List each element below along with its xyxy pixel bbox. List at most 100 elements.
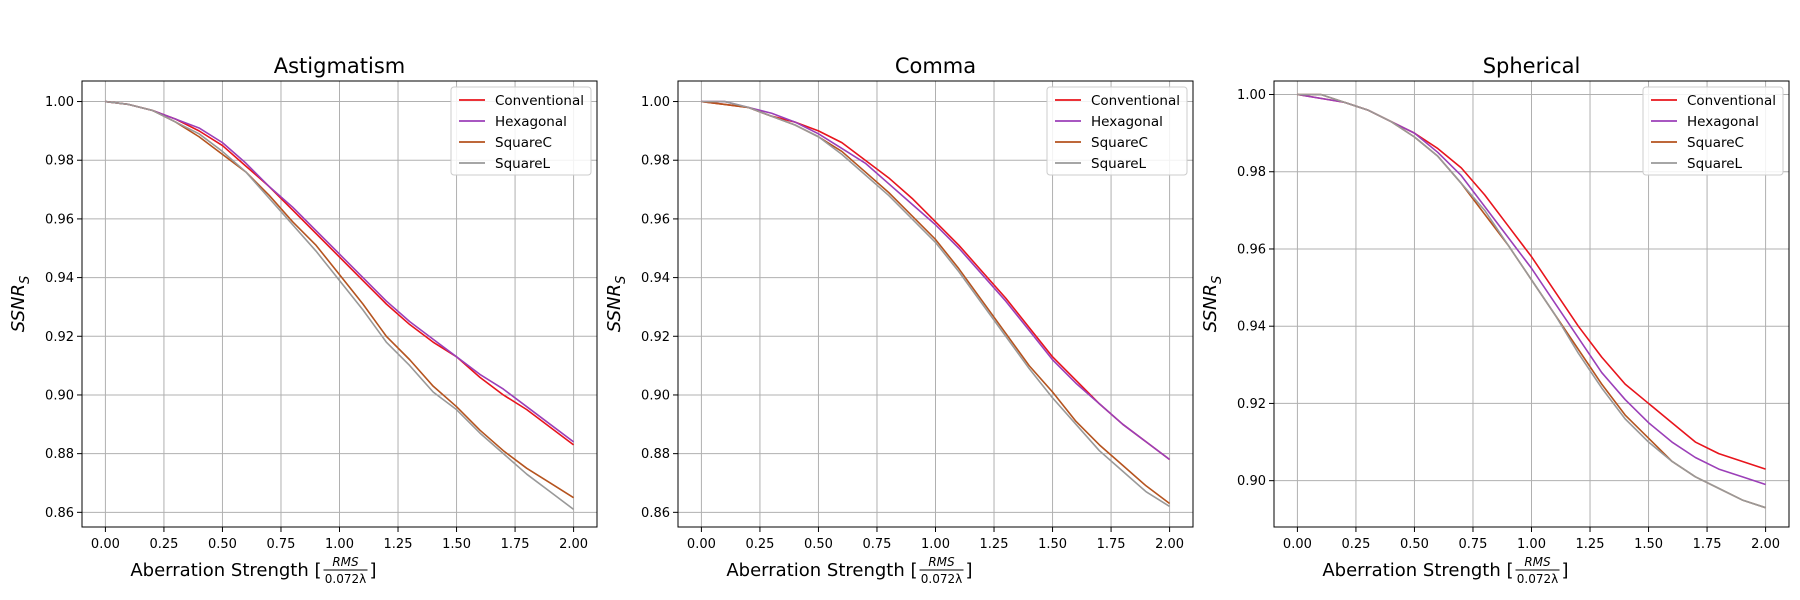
x-axis-label: Aberration Strength [RMS 0.072λ] xyxy=(1322,555,1568,586)
series-line-hexagonal xyxy=(701,100,1171,461)
y-tick-label: 0.92 xyxy=(45,330,74,345)
legend-label-squarec: SquareC xyxy=(1687,135,1744,151)
x-tick-label: 2.00 xyxy=(1751,537,1780,552)
x-tick-label: 0.75 xyxy=(863,537,892,552)
series-group xyxy=(701,100,1171,508)
series-line-squarel xyxy=(105,100,575,511)
x-tick-label: 0.25 xyxy=(1341,537,1370,552)
y-tick-label: 0.86 xyxy=(45,506,74,521)
y-axis-label-main: SSNR xyxy=(1200,284,1221,332)
y-axis-label-subscript: S xyxy=(18,276,33,284)
x-tick-label: 1.75 xyxy=(1693,537,1722,552)
y-axis-label: SSNRS xyxy=(8,276,33,332)
x-axis-label-frac-numerator: RMS xyxy=(332,555,359,569)
x-axis-label-bracket: ] xyxy=(1562,560,1569,581)
legend-label-squarel: SquareL xyxy=(1687,156,1743,172)
y-tick-label: 0.94 xyxy=(641,271,670,286)
x-axis-label-frac-numerator: RMS xyxy=(928,555,955,569)
axes-frame xyxy=(677,80,1194,528)
y-tick-label: 0.92 xyxy=(1237,397,1266,412)
y-tick-label: 1.00 xyxy=(45,95,74,110)
y-tick-label: 0.86 xyxy=(641,506,670,521)
legend-label-conventional: Conventional xyxy=(1091,93,1180,109)
series-line-conventional xyxy=(105,100,575,446)
x-tick-label: 0.50 xyxy=(208,537,237,552)
legend-box xyxy=(450,86,592,176)
x-axis-label-frac-numerator: RMS xyxy=(1524,555,1551,569)
legend-label-squarel: SquareL xyxy=(495,156,551,172)
legend-label-hexagonal: Hexagonal xyxy=(495,114,567,130)
series-group xyxy=(1297,93,1766,509)
legend: Conventional Hexagonal SquareC SquareL xyxy=(450,86,592,176)
legend-box xyxy=(1642,86,1784,176)
subplot-title: Spherical xyxy=(1483,54,1581,78)
series-line-squarec xyxy=(105,100,575,499)
x-tick-label: 1.50 xyxy=(1038,537,1067,552)
x-tick-label: 0.25 xyxy=(745,537,774,552)
y-tick-label: 0.98 xyxy=(45,154,74,169)
x-axis-label-text: Aberration Strength [ xyxy=(130,560,321,581)
legend-label-conventional: Conventional xyxy=(1687,93,1776,109)
x-tick-label: 1.25 xyxy=(1576,537,1605,552)
x-tick-label: 1.25 xyxy=(384,537,413,552)
legend-label-squarec: SquareC xyxy=(1091,135,1148,151)
subplot-spherical: 0.00 0.25 0.50 0.75 1.00 1.25 1.50 1.75 2.00 0.90… xyxy=(1237,54,1790,586)
y-tick-label: 0.90 xyxy=(641,388,670,403)
y-tick-label: 1.00 xyxy=(641,95,670,110)
y-tick-label: 0.90 xyxy=(1237,474,1266,489)
y-tick-label: 0.94 xyxy=(45,271,74,286)
y-axis-label-subscript: S xyxy=(614,276,629,284)
legend-box xyxy=(1046,86,1188,176)
x-tick-label: 2.00 xyxy=(1155,537,1184,552)
y-axis-label: SSNRS xyxy=(1200,276,1225,332)
x-tick-label: 1.50 xyxy=(1634,537,1663,552)
x-tick-label: 2.00 xyxy=(559,537,588,552)
x-axis-label: Aberration Strength [ RMS 0.072λ] xyxy=(726,555,972,586)
y-tick-label: 0.92 xyxy=(641,330,670,345)
x-axis-label-bracket: ] xyxy=(966,560,973,581)
legend-label-conventional: Conventional xyxy=(495,93,584,109)
x-tick-label: 0.00 xyxy=(687,537,716,552)
y-tick-label: 0.96 xyxy=(45,212,74,227)
legend-label-hexagonal: Hexagonal xyxy=(1687,114,1759,130)
x-tick-label: 0.50 xyxy=(804,537,833,552)
subplot-title: Astigmatism xyxy=(274,54,406,78)
y-axis-label-main: SSNR xyxy=(604,284,625,332)
x-tick-label: 1.25 xyxy=(980,537,1009,552)
x-tick-label: 0.75 xyxy=(1459,537,1488,552)
y-tick-label: 0.88 xyxy=(641,447,670,462)
y-axis-label-subscript: S xyxy=(1210,276,1225,284)
legend-label-squarel: SquareL xyxy=(1091,156,1147,172)
y-tick-label: 1.00 xyxy=(1237,88,1266,103)
series-line-squarel xyxy=(1297,93,1766,509)
x-tick-label: 0.00 xyxy=(1283,537,1312,552)
x-tick-label: 1.00 xyxy=(325,537,354,552)
x-axis-label-frac-denominator: 0.072λ xyxy=(1517,572,1558,586)
x-tick-label: 1.00 xyxy=(1517,537,1546,552)
x-axis-label-text: Aberration Strength [ xyxy=(726,560,917,581)
y-tick-label: 0.88 xyxy=(45,447,74,462)
x-axis-label-frac-denominator: 0.072λ xyxy=(921,572,962,586)
x-tick-label: 0.75 xyxy=(267,537,296,552)
y-tick-label: 0.94 xyxy=(1237,320,1266,335)
y-tick-label: 0.96 xyxy=(641,212,670,227)
x-tick-label: 0.25 xyxy=(149,537,178,552)
subplot-astigmatism: 0.00 0.25 0.50 0.75 1.00 1.25 1.50 1.75 2.00 0.86… xyxy=(45,54,598,586)
legend: Conventional Hexagonal SquareC SquareL xyxy=(1642,86,1784,176)
legend: Conventional Hexagonal SquareC SquareL xyxy=(1046,86,1188,176)
y-tick-label: 0.96 xyxy=(1237,242,1266,257)
y-tick-label: 0.98 xyxy=(1237,165,1266,180)
x-axis-label: Aberration Strength [ RMS 0.072λ] xyxy=(130,555,376,586)
legend-label-hexagonal: Hexagonal xyxy=(1091,114,1163,130)
x-tick-label: 1.75 xyxy=(501,537,530,552)
x-tick-label: 0.50 xyxy=(1400,537,1429,552)
series-line-hexagonal xyxy=(105,100,575,443)
subplot-title: Comma xyxy=(895,54,976,78)
x-axis-label-frac-denominator: 0.072λ xyxy=(325,572,366,586)
x-axis-label-bracket: ] xyxy=(370,560,377,581)
y-tick-label: 0.98 xyxy=(641,154,670,169)
series-line-squarel xyxy=(701,100,1171,508)
axes-frame xyxy=(1273,80,1790,528)
y-axis-label: SSNRS xyxy=(604,276,629,332)
series-group xyxy=(105,100,575,511)
